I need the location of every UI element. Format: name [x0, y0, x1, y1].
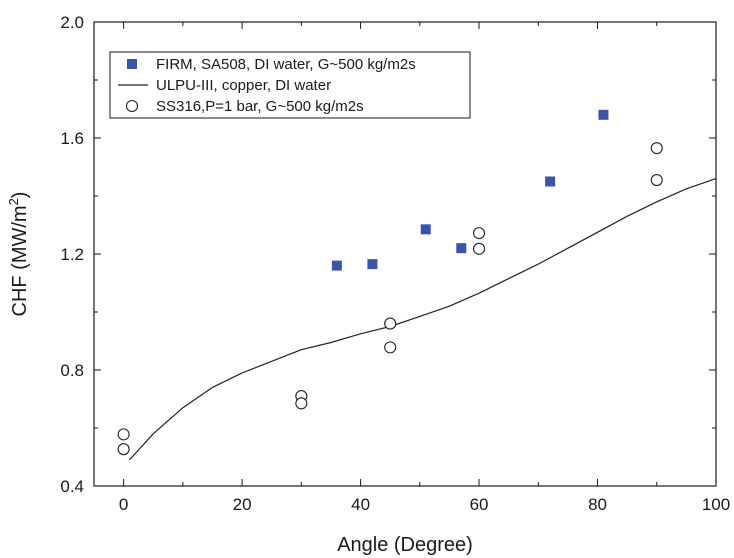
y-tick-label: 1.2	[60, 245, 84, 264]
x-tick-label: 100	[702, 495, 730, 514]
data-point-ss316	[117, 428, 130, 441]
legend: FIRM, SA508, DI water, G~500 kg/m2s ULPU-…	[109, 51, 471, 119]
y-axis-title-main: CHF (MW/m	[9, 205, 31, 316]
legend-box	[109, 51, 471, 119]
y-tick-label: 0.4	[60, 477, 84, 496]
data-point-firm	[456, 243, 467, 254]
tick-labels: 0 20 40 60 80 100 0.4 0.8 1.2 1.6 2.0	[60, 13, 730, 514]
legend-swatch-marker	[125, 99, 139, 113]
data-point-firm	[545, 176, 556, 187]
plot-frame	[93, 21, 717, 487]
data-point-ss316	[384, 341, 397, 354]
data-point-firm	[367, 259, 378, 270]
y-axis-title: CHF (MW/m2)	[6, 192, 31, 317]
data-point-firm	[598, 109, 609, 120]
legend-entry-label: SS316,P=1 bar, G~500 kg/m2s	[156, 98, 364, 115]
y-tick-label: 0.8	[60, 361, 84, 380]
data-point-firm	[420, 224, 431, 235]
y-axis-title-superscript: 2	[6, 198, 21, 205]
data-point-ss316	[295, 397, 308, 410]
x-tick-label: 60	[470, 495, 489, 514]
legend-entry-label: ULPU-III, copper, DI water	[156, 77, 331, 94]
x-tick-label: 20	[233, 495, 252, 514]
y-tick-label: 2.0	[60, 13, 84, 32]
data-point-ss316	[472, 227, 486, 240]
x-tick-label: 40	[351, 495, 370, 514]
x-tick-label: 80	[588, 495, 607, 514]
data-point-ss316	[650, 174, 663, 187]
x-axis-title: Angle (Degree)	[337, 534, 473, 556]
data-point-ss316	[384, 317, 397, 330]
y-axis-title-close: )	[9, 192, 31, 199]
y-tick-label: 1.6	[60, 129, 84, 148]
data-point-firm	[331, 260, 342, 271]
data-point-ss316	[650, 142, 663, 155]
data-point-ss316	[472, 242, 486, 255]
legend-swatch-marker	[127, 59, 137, 69]
x-tick-label: 0	[119, 495, 128, 514]
chart-series	[117, 109, 717, 461]
legend-entry-label: FIRM, SA508, DI water, G~500 kg/m2s	[156, 56, 416, 73]
data-point-ss316	[117, 443, 130, 456]
series-line-ulpu	[129, 178, 717, 461]
